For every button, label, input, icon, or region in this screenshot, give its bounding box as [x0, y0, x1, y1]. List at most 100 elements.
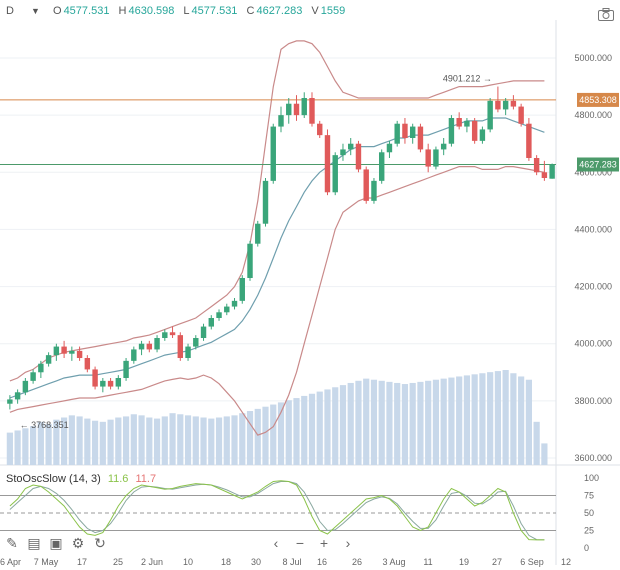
volume-bar: [533, 421, 540, 465]
zoom-out-icon[interactable]: −: [295, 535, 305, 551]
candle-body: [502, 100, 509, 110]
candle-body: [301, 98, 307, 116]
candle-body: [255, 223, 261, 244]
stochastic-d-line: [9, 481, 545, 541]
drawing-toolbar: ✎ ▤ ▣ ⚙ ↻: [4, 535, 108, 551]
grid: [0, 20, 620, 565]
price-tick-label: 4600.000: [574, 167, 612, 177]
volume-bar: [277, 402, 285, 465]
camera-icon[interactable]: [598, 8, 614, 21]
volume-bar: [301, 395, 308, 465]
volume-bar: [246, 411, 254, 465]
indicator-icon[interactable]: ▣: [49, 535, 63, 551]
candle-body: [123, 360, 129, 378]
time-tick-label: 26: [352, 557, 362, 567]
candle-body: [270, 126, 276, 181]
candle-body: [409, 126, 416, 138]
volume-bar: [293, 398, 300, 465]
volume-bar: [37, 421, 44, 465]
volume-bar: [518, 376, 525, 465]
zoom-toolbar: ‹ − + ›: [268, 535, 356, 551]
candle-body: [7, 399, 13, 404]
bollinger-lower-line: [9, 166, 545, 436]
trash-icon[interactable]: ▤: [27, 535, 41, 551]
volume-bar: [14, 430, 21, 465]
stochastic-name: StoOscSlow (14, 3): [6, 473, 101, 485]
scroll-left-icon[interactable]: ‹: [273, 535, 279, 551]
candle-body: [154, 338, 160, 350]
candle-body: [162, 332, 168, 338]
high-value: 4630.598: [128, 5, 175, 17]
candle-body: [394, 123, 400, 144]
time-tick-label: 26 Apr: [0, 557, 21, 567]
candle-body: [317, 123, 323, 136]
annotations: 4901.212 → ← 3768.351: [20, 74, 492, 430]
volume-bar: [192, 416, 199, 465]
settings-icon[interactable]: ⚙: [71, 535, 85, 551]
volume-bar: [316, 391, 323, 465]
candle-body: [107, 380, 114, 387]
time-tick-label: 8 Jul: [282, 557, 301, 567]
volume-bar: [432, 379, 440, 465]
candle-body: [169, 332, 176, 336]
volume-bar: [200, 417, 207, 465]
volume-bar: [99, 421, 106, 465]
candle-body: [146, 343, 153, 350]
price-tick-label: 4200.000: [574, 282, 612, 292]
open-label: O: [53, 5, 62, 17]
candle-body: [324, 135, 331, 193]
candle-body: [69, 350, 75, 354]
volume-bar: [184, 415, 192, 465]
stochastic-tick-label: 75: [584, 491, 594, 501]
candle-body: [495, 100, 501, 110]
volume-bar: [324, 389, 331, 465]
price-tick-label: 3600.000: [574, 453, 612, 463]
resistance-price-badge: [577, 92, 619, 107]
time-tick-label: 30: [251, 557, 261, 567]
candle-body: [239, 278, 245, 301]
pencil-icon[interactable]: ✎: [6, 535, 18, 551]
bollinger-bands: [9, 40, 545, 436]
low-annotation: ← 3768.351: [20, 420, 69, 430]
current-price-label: 4627.283: [579, 159, 617, 169]
volume-bar: [208, 418, 215, 465]
candle-body: [433, 149, 439, 167]
candle-body: [278, 115, 284, 127]
stochastic-k-value: 11.6: [107, 473, 129, 485]
candle-body: [38, 363, 44, 373]
volume-bar: [169, 413, 176, 465]
candle-body: [193, 338, 199, 347]
volume-bar: [332, 387, 339, 465]
candle-body: [378, 152, 385, 181]
volume-bar: [347, 382, 354, 465]
scroll-right-icon[interactable]: ›: [345, 535, 351, 551]
candle-body: [448, 118, 455, 144]
candle-body: [309, 98, 315, 124]
candle-body: [45, 355, 52, 364]
chevron-down-icon[interactable]: ▼: [31, 6, 40, 16]
volume-bars: [6, 370, 548, 465]
high-annotation: 4901.212 →: [443, 74, 492, 84]
time-tick-label: 11: [423, 557, 432, 567]
candle-body: [417, 126, 424, 150]
volume-bar: [254, 408, 261, 465]
low-value: 4577.531: [191, 5, 238, 17]
reset-icon[interactable]: ↻: [94, 535, 106, 551]
volume-bar: [22, 428, 29, 465]
zoom-in-icon[interactable]: +: [319, 535, 329, 551]
close-value: 4627.283: [256, 5, 303, 17]
volume-bar: [502, 370, 509, 465]
candle-body: [440, 143, 447, 150]
candle-body: [53, 346, 60, 356]
candle-body: [92, 369, 98, 387]
time-tick-label: 18: [221, 557, 231, 567]
volume-bar: [386, 381, 393, 465]
volume-bar: [363, 378, 370, 465]
volume-bar: [285, 400, 292, 465]
candle-body: [216, 312, 222, 318]
time-axis: 26 Apr 7 May 17 25 2 Jun 10 18 30 8 Jul 16 26 3 Aug…: [0, 557, 571, 567]
candle-body: [231, 300, 238, 307]
volume-bar: [409, 382, 416, 465]
time-tick-label: 27: [492, 557, 502, 567]
volume-bar: [146, 417, 153, 465]
